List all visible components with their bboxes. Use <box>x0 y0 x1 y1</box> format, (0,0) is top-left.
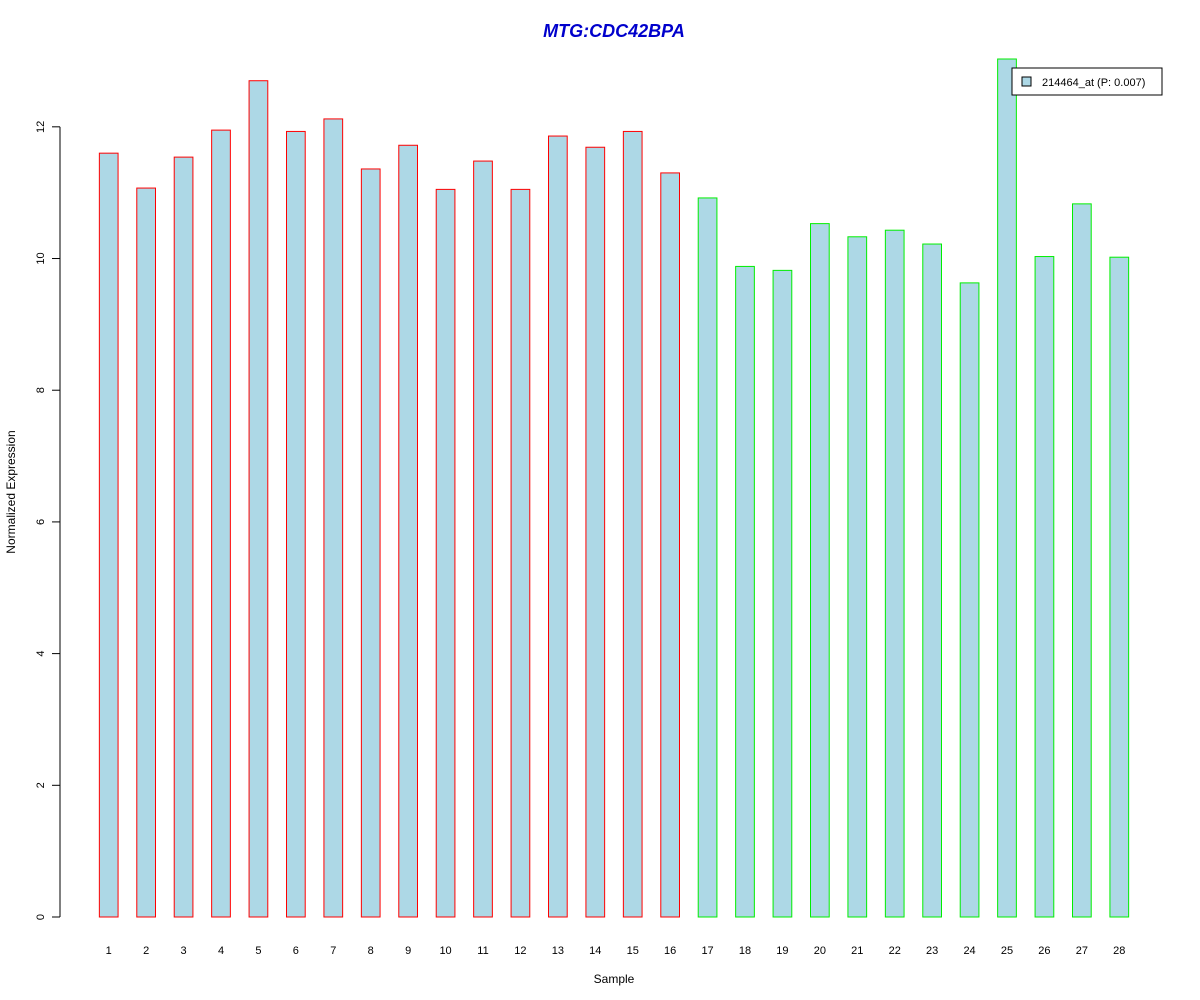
x-tick-label: 23 <box>926 945 938 957</box>
x-tick-label: 26 <box>1038 945 1050 957</box>
bar <box>435 188 456 918</box>
y-axis: 0 2 4 6 8 10 12 <box>35 121 61 920</box>
bar <box>1109 256 1130 918</box>
bar <box>136 187 157 918</box>
bar <box>622 130 643 918</box>
x-tick-label: 21 <box>851 945 863 957</box>
bar <box>286 130 306 918</box>
bar <box>660 172 680 918</box>
x-tick-label: 27 <box>1076 945 1088 957</box>
bar <box>510 188 531 918</box>
legend-swatch <box>1021 76 1032 87</box>
x-tick-label: 17 <box>701 945 713 957</box>
bar <box>585 146 606 918</box>
x-tick-label: 25 <box>1001 945 1013 957</box>
x-tick-label: 12 <box>514 945 526 957</box>
x-tick-label: 14 <box>589 945 601 957</box>
y-tick-label: 0 <box>35 914 47 920</box>
bar <box>398 144 418 918</box>
x-tick-label: 5 <box>255 945 261 957</box>
bar <box>98 152 119 918</box>
x-tick-label: 20 <box>814 945 826 957</box>
x-tick-label: 6 <box>293 945 299 957</box>
x-tick-label: 24 <box>963 945 975 957</box>
bar <box>248 80 269 918</box>
chart-title: MTG:CDC42BPA <box>543 21 685 41</box>
x-tick-label: 8 <box>368 945 374 957</box>
bar <box>697 197 718 918</box>
y-tick-label: 10 <box>35 252 47 264</box>
legend-label: 214464_at (P: 0.007) <box>1042 77 1145 89</box>
bars-group <box>98 58 1130 918</box>
x-tick-label: 10 <box>439 945 451 957</box>
x-tick-label: 7 <box>330 945 336 957</box>
x-tick-labels: 1 2 3 4 5 6 7 8 9 10 11 12 13 14 15 16 17 18 19 20 21 22 23 24 2… <box>106 945 1126 957</box>
bar <box>173 156 194 918</box>
bar <box>959 282 980 918</box>
legend: 214464_at (P: 0.007) <box>1011 67 1163 96</box>
x-tick-label: 1 <box>106 945 112 957</box>
bar <box>473 160 493 918</box>
bar <box>323 118 344 918</box>
bar <box>922 243 942 918</box>
x-tick-label: 3 <box>181 945 187 957</box>
bar <box>1034 256 1055 918</box>
x-tick-label: 16 <box>664 945 676 957</box>
y-tick-label: 4 <box>35 651 47 657</box>
bar <box>735 265 755 918</box>
x-tick-label: 2 <box>143 945 149 957</box>
y-axis-label: Normalized Expression <box>4 430 18 553</box>
bar <box>211 129 231 918</box>
bar <box>1072 203 1092 918</box>
x-tick-label: 13 <box>552 945 564 957</box>
x-axis-label: Sample <box>594 972 635 986</box>
bar <box>884 229 905 918</box>
y-tick-label: 2 <box>35 782 47 788</box>
x-tick-label: 18 <box>739 945 751 957</box>
x-tick-label: 28 <box>1113 945 1125 957</box>
x-tick-label: 22 <box>889 945 901 957</box>
x-tick-label: 11 <box>477 945 488 957</box>
y-tick-label: 8 <box>35 387 47 393</box>
bar <box>360 168 381 918</box>
bar <box>772 269 793 918</box>
y-tick-label: 12 <box>35 121 47 133</box>
x-tick-label: 9 <box>405 945 411 957</box>
bar <box>548 135 568 918</box>
bar <box>997 58 1017 918</box>
bar <box>847 236 868 918</box>
y-tick-label: 6 <box>35 519 47 525</box>
x-tick-label: 15 <box>627 945 639 957</box>
x-tick-label: 4 <box>218 945 224 957</box>
bar <box>810 223 830 918</box>
legend-box <box>1011 67 1163 96</box>
x-tick-label: 19 <box>776 945 788 957</box>
